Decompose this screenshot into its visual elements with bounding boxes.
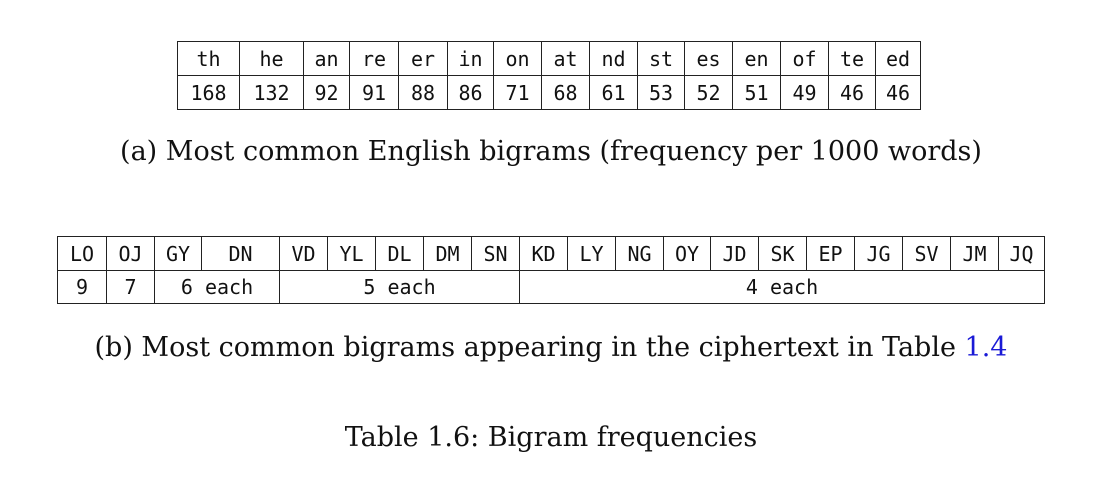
bigram-cell: er <box>398 41 448 76</box>
frequency-cell: 61 <box>589 75 638 110</box>
frequency-cell: 91 <box>349 75 399 110</box>
cipher-count-cell: 7 <box>106 270 155 304</box>
cipher-bigram-cell: VD <box>279 236 328 271</box>
cipher-bigram-cell: DM <box>423 236 472 271</box>
cipher-bigram-cell: DL <box>375 236 424 271</box>
frequency-cell: 46 <box>875 75 921 110</box>
cipher-bigram-cell: GY <box>154 236 202 271</box>
bigram-cell: st <box>637 41 685 76</box>
frequency-cell: 132 <box>239 75 304 110</box>
cipher-bigram-cell: NG <box>615 236 664 271</box>
subtable-b-caption: (b) Most common bigrams appearing in the… <box>0 332 1102 363</box>
frequency-cell: 52 <box>684 75 733 110</box>
cipher-bigram-cell: JD <box>710 236 759 271</box>
cipher-bigram-cell: JG <box>854 236 903 271</box>
cipher-bigram-cell: SK <box>758 236 807 271</box>
bigram-cell: in <box>447 41 494 76</box>
frequency-cell: 88 <box>398 75 448 110</box>
bigram-cell: nd <box>589 41 638 76</box>
cipher-count-cell: 5 each <box>279 270 520 304</box>
bigram-cell: on <box>493 41 542 76</box>
frequency-cell: 53 <box>637 75 685 110</box>
table-ref-link[interactable]: 1.4 <box>964 332 1008 363</box>
cipher-bigram-cell: LO <box>57 236 107 271</box>
cipher-bigram-cell: JQ <box>998 236 1045 271</box>
bigram-cell: ed <box>875 41 921 76</box>
frequency-cell: 168 <box>177 75 240 110</box>
cipher-bigram-row: LO OJ GY DN VD YL DL DM SN KD LY NG OY JD SK EP JG SV JM JQ <box>57 236 1045 271</box>
cipher-bigram-cell: YL <box>327 236 376 271</box>
bigram-cell: th <box>177 41 240 76</box>
cipher-count-cell: 6 each <box>154 270 280 304</box>
frequency-cell: 46 <box>828 75 876 110</box>
frequency-cell: 92 <box>303 75 350 110</box>
bigram-cell: en <box>732 41 781 76</box>
bigram-cell: an <box>303 41 350 76</box>
frequency-row: 168 132 92 91 88 86 71 68 61 53 52 51 49 46 46 <box>177 75 921 110</box>
cipher-bigram-cell: SV <box>902 236 951 271</box>
bigram-cell: te <box>828 41 876 76</box>
cipher-count-cell: 9 <box>57 270 107 304</box>
bigram-cell: es <box>684 41 733 76</box>
table-caption: Table 1.6: Bigram frequencies <box>344 422 758 453</box>
cipher-bigram-cell: KD <box>519 236 568 271</box>
bigram-cell: he <box>239 41 304 76</box>
frequency-cell: 86 <box>447 75 494 110</box>
bigram-cell: at <box>541 41 590 76</box>
english-bigram-table: th he an re er in on at nd st es en of te ed 168 132 92 9… <box>177 41 921 110</box>
frequency-cell: 51 <box>732 75 781 110</box>
ciphertext-bigram-table: LO OJ GY DN VD YL DL DM SN KD LY NG OY JD SK EP JG SV JM JQ… <box>57 236 1045 304</box>
cipher-bigram-cell: SN <box>471 236 520 271</box>
caption-b-text: (b) Most common bigrams appearing in the… <box>94 332 965 363</box>
cipher-bigram-cell: OJ <box>106 236 155 271</box>
cipher-bigram-cell: OY <box>663 236 711 271</box>
cipher-bigram-cell: DN <box>201 236 280 271</box>
cipher-bigram-cell: LY <box>567 236 616 271</box>
subtable-a-caption: (a) Most common English bigrams (frequen… <box>120 136 982 167</box>
cipher-count-cell: 4 each <box>519 270 1045 304</box>
frequency-cell: 71 <box>493 75 542 110</box>
bigram-row: th he an re er in on at nd st es en of te ed <box>177 41 921 76</box>
frequency-cell: 49 <box>780 75 829 110</box>
bigram-cell: of <box>780 41 829 76</box>
frequency-cell: 68 <box>541 75 590 110</box>
bigram-cell: re <box>349 41 399 76</box>
cipher-bigram-cell: JM <box>950 236 999 271</box>
cipher-bigram-cell: EP <box>806 236 855 271</box>
